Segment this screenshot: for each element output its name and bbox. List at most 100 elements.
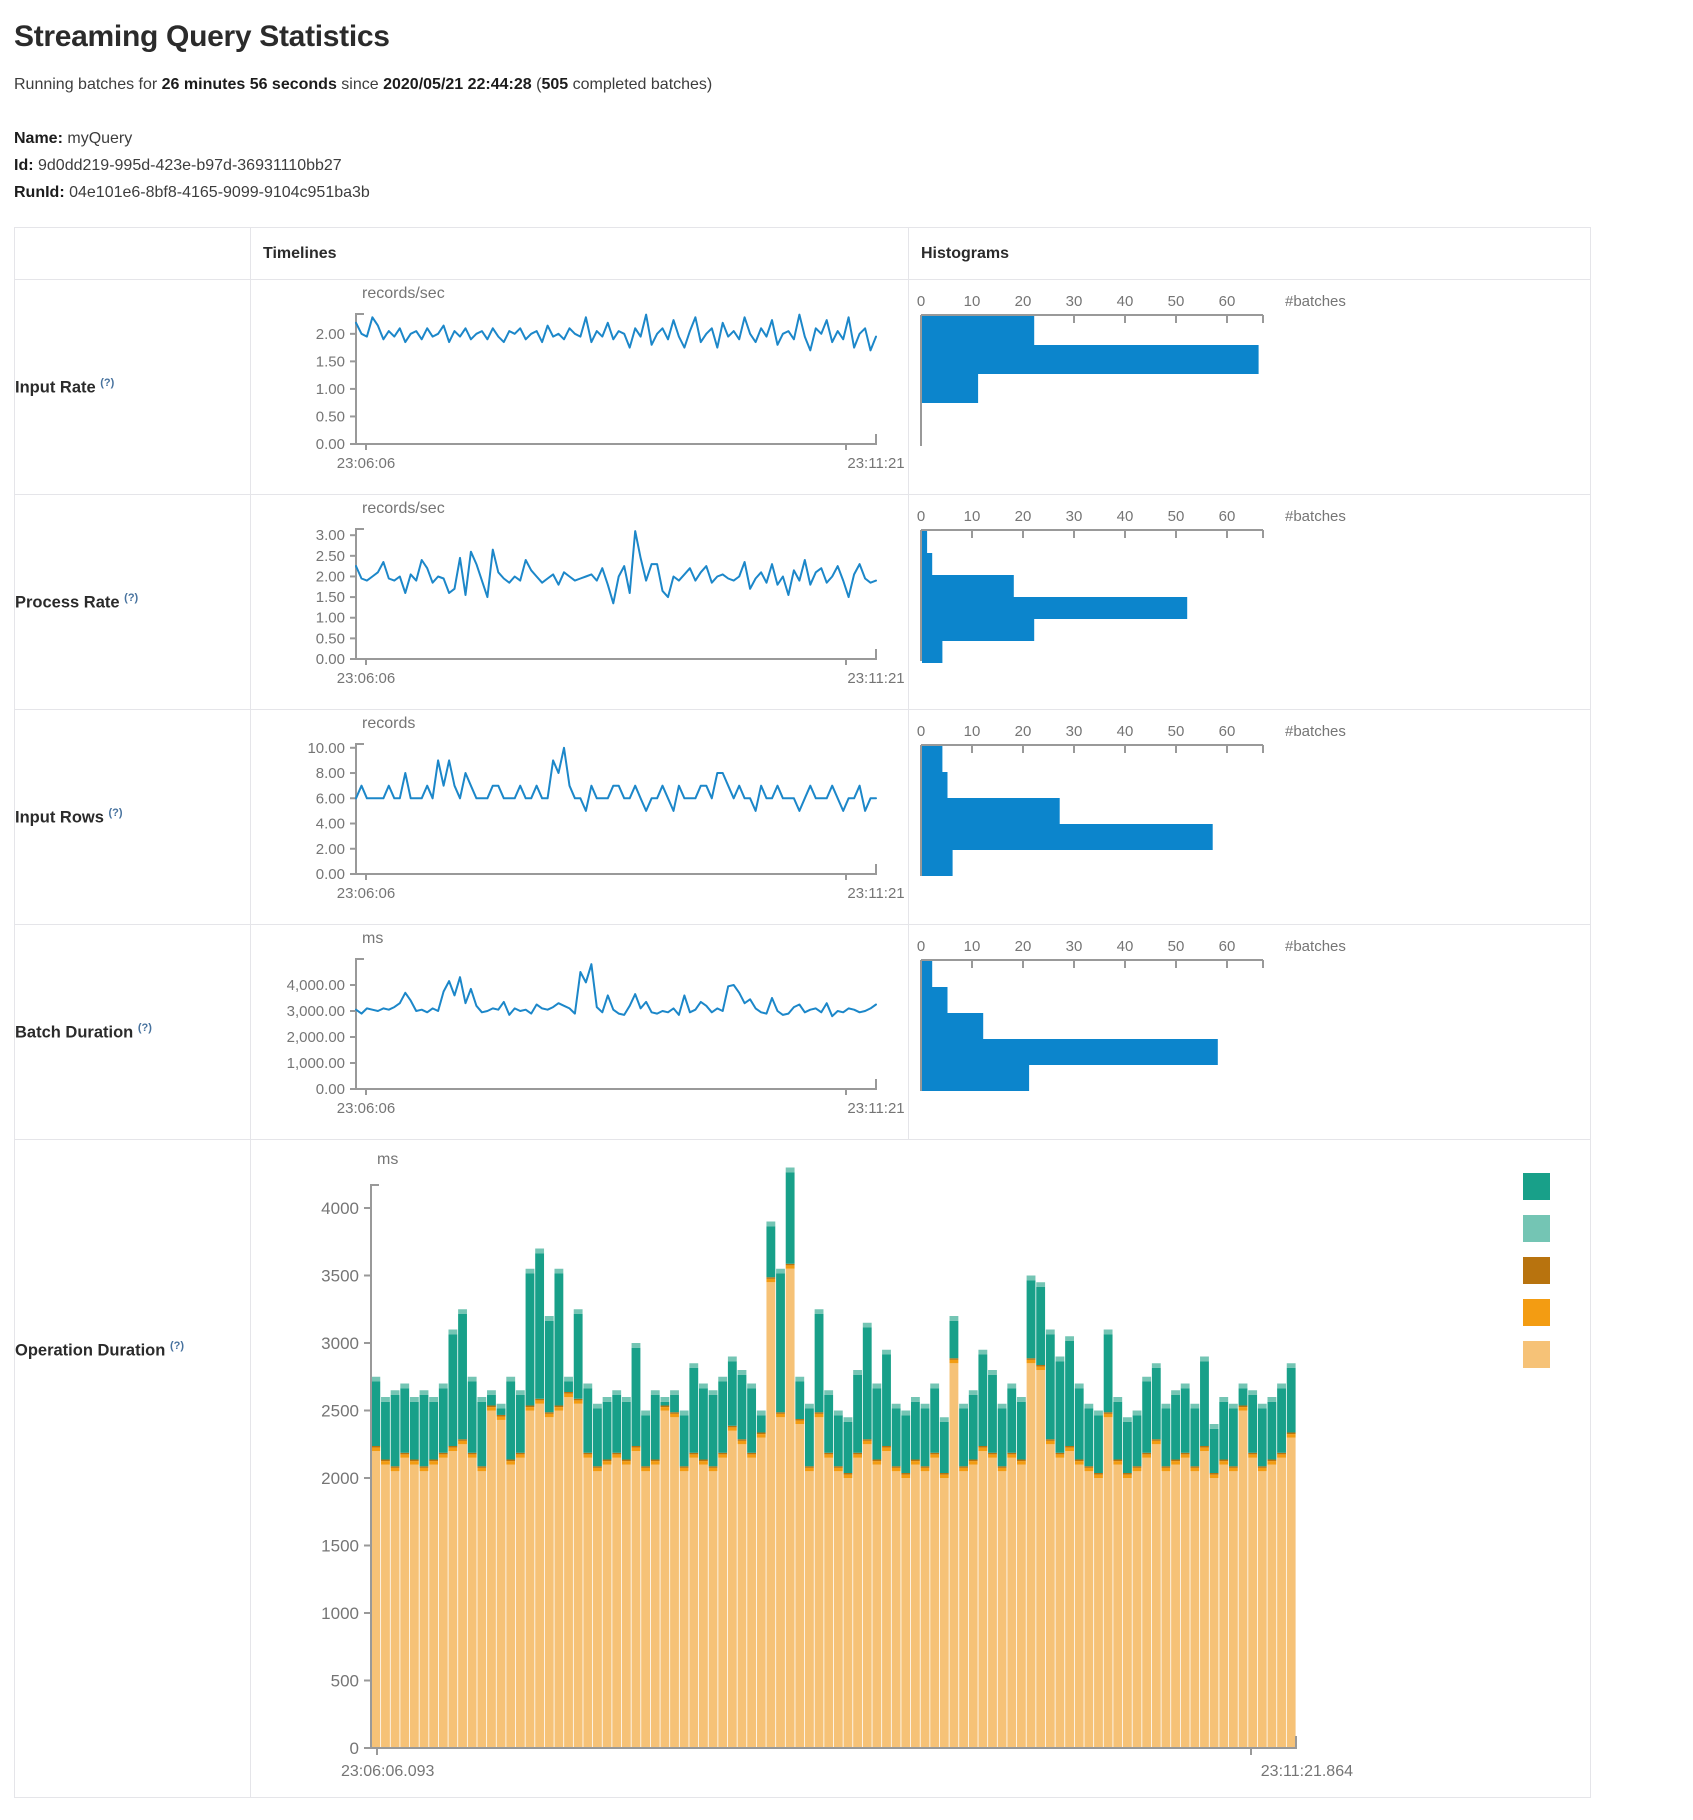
histograms-column-header: Histograms [908,227,1591,280]
batch-duration-help-icon[interactable]: (?) [137,1021,152,1034]
svg-text:records/sec: records/sec [362,500,445,517]
summary-suffix: completed batches) [572,76,713,93]
operation-duration-help-icon[interactable]: (?) [169,1340,184,1352]
process-rate-histogram-cell: 0 10 20 30 40 50 60 #batches [908,494,1591,710]
query-id-line: Id: 9d0dd219-995d-423e-b97d-36931110bb27 [14,155,1679,176]
svg-text:23:06:06.093: 23:06:06.093 [341,1763,435,1780]
input-rate-timeline-chart: records/sec 0.00 0.50 1.00 1.50 2.00 23:06:06 2… [316,285,905,472]
svg-text:20: 20 [1015,723,1032,740]
batch-duration-histogram-chart: 0 10 20 30 40 50 60 #batches [917,938,1346,1091]
svg-text:0.00: 0.00 [316,1081,345,1098]
svg-text:50: 50 [1168,938,1185,955]
svg-text:40: 40 [1117,723,1134,740]
operation-duration-legend [1523,1173,1551,1368]
svg-text:8.00: 8.00 [316,765,345,782]
svg-text:23:06:06: 23:06:06 [337,885,395,902]
svg-text:50: 50 [1168,508,1185,525]
svg-text:23:11:21: 23:11:21 [847,1100,904,1117]
process-rate-row: Process Rate (?) records/sec 0.00 0.50 1.00… [14,494,1591,710]
svg-text:1.50: 1.50 [316,589,345,606]
start-timestamp: 2020/05/21 22:44:28 [383,76,532,93]
svg-text:#batches: #batches [1285,938,1346,955]
legend-swatch-orange [1523,1299,1550,1326]
svg-text:0: 0 [917,293,925,310]
process-rate-help-icon[interactable]: (?) [124,591,139,604]
svg-text:40: 40 [1117,938,1134,955]
svg-text:4,000.00: 4,000.00 [287,977,345,994]
batch-duration-timeline-chart: ms 0.00 1,000.00 2,000.00 3,000.00 4,000.00 23… [287,930,905,1117]
svg-text:40: 40 [1117,508,1134,525]
batch-duration-row: Batch Duration (?) ms 0.00 1,000.00 2,000.0… [14,924,1591,1140]
query-metadata: Name: myQuery Id: 9d0dd219-995d-423e-b97… [14,128,1679,203]
svg-text:3.00: 3.00 [316,527,345,544]
input-rows-timeline-chart: records 0.00 2.00 4.00 6.00 8.00 10.00 23:06:06… [307,715,904,902]
summary-prefix: Running batches for [14,76,158,93]
runid-value: 04e101e6-8bf8-4165-9099-9104c951ba3b [69,184,370,201]
input-rate-label-cell: Input Rate (?) [14,279,251,495]
svg-text:2.00: 2.00 [316,568,345,585]
svg-text:2.50: 2.50 [316,548,345,565]
batch-duration-label-cell: Batch Duration (?) [14,924,251,1140]
input-rows-histogram-chart: 0 10 20 30 40 50 60 #batches [917,723,1346,876]
running-batches-summary: Running batches for 26 minutes 56 second… [14,76,1679,94]
svg-text:#batches: #batches [1285,293,1346,310]
batch-duration-histogram-cell: 0 10 20 30 40 50 60 #batches [908,924,1591,1140]
svg-text:2,000.00: 2,000.00 [287,1029,345,1046]
table-header-row: Timelines Histograms [14,227,1591,280]
process-rate-label: Process Rate [15,593,120,612]
svg-text:23:06:06: 23:06:06 [337,670,395,687]
input-rows-histogram-cell: 0 10 20 30 40 50 60 #batches [908,709,1591,925]
svg-text:23:11:21: 23:11:21 [847,670,904,687]
input-rows-label: Input Rows [15,808,104,827]
svg-text:records: records [362,715,415,732]
input-rate-help-icon[interactable]: (?) [100,376,115,389]
svg-text:60: 60 [1219,293,1236,310]
svg-text:0.00: 0.00 [316,651,345,668]
svg-text:10: 10 [964,508,981,525]
svg-text:records/sec: records/sec [362,285,445,302]
operation-duration-label: Operation Duration [15,1341,166,1360]
timelines-column-header: Timelines [250,227,909,280]
svg-text:1.50: 1.50 [316,353,345,370]
query-name-line: Name: myQuery [14,128,1679,149]
svg-text:#batches: #batches [1285,508,1346,525]
svg-text:0.50: 0.50 [316,630,345,647]
svg-text:3000: 3000 [321,1334,359,1353]
page-title: Streaming Query Statistics [14,20,390,53]
svg-text:30: 30 [1066,938,1083,955]
svg-text:0: 0 [917,508,925,525]
input-rows-help-icon[interactable]: (?) [108,806,123,819]
svg-text:4.00: 4.00 [316,816,345,833]
svg-text:2.00: 2.00 [316,841,345,858]
svg-text:30: 30 [1066,293,1083,310]
batch-duration-timeline-cell: ms 0.00 1,000.00 2,000.00 3,000.00 4,000.00 23… [250,924,909,1140]
svg-text:50: 50 [1168,293,1185,310]
svg-text:3,000.00: 3,000.00 [287,1003,345,1020]
svg-text:2.00: 2.00 [316,326,345,343]
svg-text:1.00: 1.00 [316,610,345,627]
id-value: 9d0dd219-995d-423e-b97d-36931110bb27 [38,157,342,174]
svg-text:0.00: 0.00 [316,866,345,883]
svg-text:ms: ms [362,930,383,947]
completed-batch-count: 505 [541,76,569,93]
svg-text:30: 30 [1066,508,1083,525]
legend-swatch-light-teal [1523,1215,1550,1242]
svg-text:20: 20 [1015,508,1032,525]
svg-text:0: 0 [917,938,925,955]
name-value: myQuery [67,130,133,147]
name-label: Name: [14,130,63,147]
process-rate-timeline-chart: records/sec 0.00 0.50 1.00 1.50 2.00 2.50 3.00 2… [316,500,905,687]
svg-text:6.00: 6.00 [316,790,345,807]
svg-text:20: 20 [1015,293,1032,310]
input-rows-row: Input Rows (?) records 0.00 2.00 4.00 6.00 8.… [14,709,1591,925]
running-duration: 26 minutes 56 seconds [161,76,337,93]
svg-text:10: 10 [964,723,981,740]
input-rows-label-cell: Input Rows (?) [14,709,251,925]
svg-text:2000: 2000 [321,1469,359,1488]
svg-text:500: 500 [331,1672,359,1691]
svg-text:0.50: 0.50 [316,408,345,425]
legend-swatch-tan [1523,1341,1550,1368]
metric-column-header [14,227,251,280]
open-paren: ( [536,76,542,93]
svg-text:0.00: 0.00 [316,436,345,453]
